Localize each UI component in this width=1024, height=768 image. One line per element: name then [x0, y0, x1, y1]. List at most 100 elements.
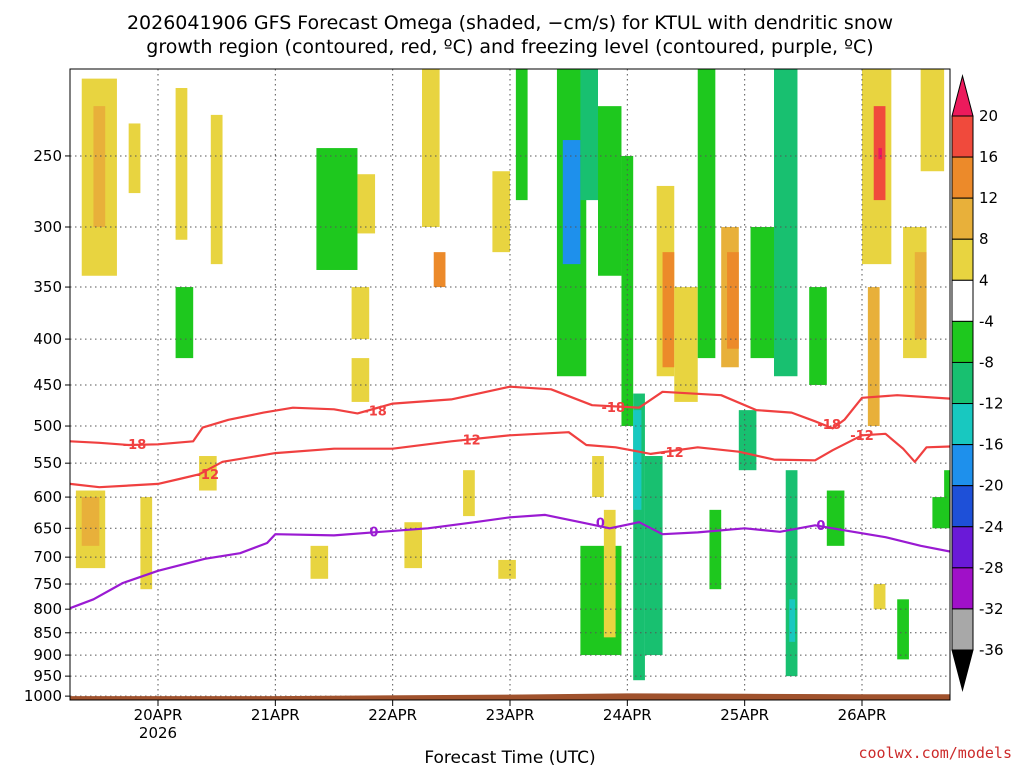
- omega-cell: [128, 123, 141, 194]
- dgz-contour-minus12-label: -12: [850, 429, 874, 444]
- colorbar-label: -36: [979, 641, 1004, 659]
- omega-cell: [897, 599, 909, 660]
- y-tick-label: 500: [33, 417, 62, 435]
- colorbar-label: 4: [979, 271, 989, 289]
- colorbar-label: -16: [979, 436, 1004, 454]
- colorbar-label: 16: [979, 148, 998, 166]
- colorbar-label: -4: [979, 312, 994, 330]
- ground-surface: [70, 693, 950, 700]
- omega-cell: [562, 140, 581, 265]
- omega-cell: [727, 252, 739, 349]
- contours: -18 -18 -18 -18 -12 -12 -12 -12 0 0 0: [70, 385, 950, 610]
- y-tick-label: 750: [33, 575, 62, 593]
- y-tick-label: 600: [33, 488, 62, 506]
- colorbar-segment: [951, 156, 974, 199]
- colorbar-bottom-triangle: [951, 649, 974, 692]
- omega-cell: [738, 410, 757, 471]
- colorbar-label: -32: [979, 600, 1004, 618]
- omega-cell: [316, 148, 358, 270]
- y-tick-label: 650: [33, 519, 62, 537]
- omega-cell: [199, 456, 217, 491]
- omega-cell: [774, 69, 798, 377]
- colorbar-label: -8: [979, 353, 994, 371]
- y-tick-label: 950: [33, 667, 62, 685]
- dgz-contour-minus18-label: -18: [817, 418, 841, 433]
- omega-cell: [580, 69, 598, 201]
- x-tick-label: 20APR: [134, 706, 183, 724]
- omega-cell: [498, 559, 516, 579]
- x-tick-label: 26APR: [838, 706, 887, 724]
- y-tick-label: 300: [33, 218, 62, 236]
- dgz-contour-minus12: [70, 431, 950, 489]
- omega-cell: [867, 287, 880, 427]
- y-axis: 250 300 350 400 450 500 550 600 650 700 750 800 850 9…: [24, 147, 70, 705]
- omega-cell: [826, 490, 845, 546]
- omega-cell: [310, 545, 329, 579]
- chart-title-line2: growth region (contoured, red, ºC) and f…: [146, 36, 873, 58]
- omega-cell: [433, 252, 446, 288]
- omega-cell: [81, 497, 100, 546]
- omega-cell: [603, 509, 616, 638]
- chart-title-line1: 2026041906 GFS Forecast Omega (shaded, −…: [127, 12, 893, 34]
- colorbar-segment: [951, 115, 974, 158]
- freezing-level-contour-label: 0: [369, 525, 378, 540]
- x-tick-label: 25APR: [720, 706, 769, 724]
- dgz-contour-minus12-label: -12: [457, 433, 481, 448]
- dgz-contour-minus18: [70, 385, 950, 447]
- omega-shading: [75, 69, 950, 681]
- colorbar-segment: [951, 279, 974, 322]
- dgz-contour-minus12-label: -12: [660, 446, 684, 461]
- omega-cell: [674, 287, 698, 402]
- x-axis-label: Forecast Time (UTC): [424, 748, 595, 768]
- colorbar-segment: [951, 608, 974, 651]
- x-axis: 20APR 21APR 22APR 23APR 24APR 25APR 26APR 2026: [134, 700, 887, 742]
- omega-cell: [592, 456, 604, 498]
- x-year-label: 2026: [139, 724, 177, 742]
- omega-cell: [662, 252, 675, 368]
- ground-polygon: [70, 693, 950, 700]
- omega-cell: [351, 287, 370, 340]
- omega-cell: [140, 497, 153, 590]
- colorbar-segment: [951, 567, 974, 610]
- y-tick-label: 450: [33, 376, 62, 394]
- omega-cell: [175, 88, 188, 240]
- omega-cell: [175, 287, 194, 359]
- colorbar-label: -24: [979, 518, 1004, 536]
- colorbar-segment: [951, 361, 974, 405]
- omega-cell: [920, 69, 945, 172]
- y-tick-label: 1000: [24, 687, 62, 705]
- y-tick-label: 350: [33, 278, 62, 296]
- y-tick-label: 700: [33, 548, 62, 566]
- colorbar-segment: [951, 526, 974, 569]
- omega-cell: [598, 106, 622, 276]
- colorbar-segment: [951, 444, 974, 487]
- y-tick-label: 250: [33, 147, 62, 165]
- colorbar-segment: [951, 485, 974, 528]
- omega-cell: [633, 410, 642, 510]
- omega-cell: [785, 470, 798, 677]
- y-tick-label: 900: [33, 646, 62, 664]
- x-tick-label: 24APR: [603, 706, 652, 724]
- colorbar-segment: [951, 320, 974, 363]
- omega-cell: [750, 226, 774, 359]
- x-tick-label: 23APR: [486, 706, 535, 724]
- omega-cell: [515, 69, 528, 201]
- freezing-level-contour: [70, 513, 950, 610]
- omega-cell: [621, 155, 634, 427]
- colorbar-label: -28: [979, 559, 1004, 577]
- colorbar-segment: [951, 238, 974, 281]
- colorbar-label: 8: [979, 230, 989, 248]
- colorbar-segment: [951, 403, 974, 446]
- y-tick-label: 800: [33, 600, 62, 618]
- colorbar-label: -12: [979, 395, 1004, 413]
- omega-cell: [492, 171, 510, 253]
- grid-lines: [70, 69, 950, 700]
- omega-cell: [809, 287, 827, 385]
- colorbar-label: 12: [979, 189, 998, 207]
- omega-cell: [789, 599, 796, 642]
- omega-cell: [422, 69, 440, 227]
- omega-cell: [351, 358, 370, 402]
- x-tick-label: 21APR: [251, 706, 300, 724]
- omega-cell: [357, 174, 376, 234]
